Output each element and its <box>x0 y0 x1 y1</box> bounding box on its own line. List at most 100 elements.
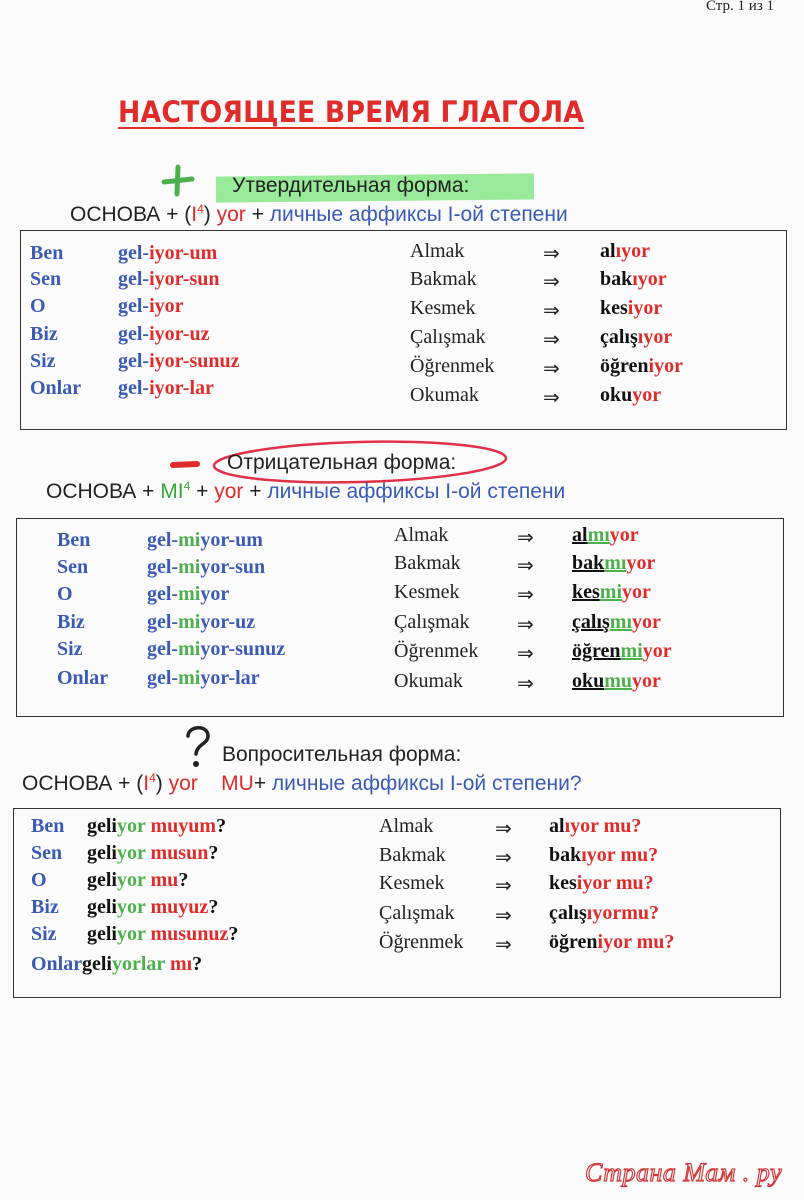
result-verb: öğreniyor mu? <box>549 931 674 954</box>
question-verb: geliyor muyuz? <box>87 896 218 919</box>
infinitive: Kesmek <box>394 581 460 603</box>
result-stem: kes <box>600 297 628 319</box>
minus-sign-icon <box>170 458 200 470</box>
result-verb: alıyor <box>600 240 650 263</box>
result-verb: almıyor <box>572 524 639 547</box>
affirmative-heading: Утвердительная форма: <box>232 174 470 197</box>
negation-suffix: mi <box>178 638 201 660</box>
negation-suffix: mi <box>178 529 201 551</box>
verb-suffix: yor-sunuz <box>200 638 286 660</box>
question-verb: geliyor muyum? <box>87 815 226 838</box>
negative-formula: ОСНОВА + MI4 + yor + личные аффиксы I-ой… <box>46 479 566 503</box>
question-end: ? <box>208 842 219 864</box>
arrow-icon: ⇒ <box>543 327 560 351</box>
negation-suffix: mi <box>178 583 201 605</box>
result-verb: bakıyor mu? <box>549 844 658 867</box>
negation-suffix: mi <box>599 581 623 603</box>
result-suffix: ıyor <box>632 268 667 290</box>
result-verb: çalışıyor <box>600 326 672 349</box>
question-end: ? <box>228 923 239 945</box>
verb-suffix: yorlar <box>112 953 165 975</box>
arrow-icon: ⇒ <box>495 903 512 927</box>
verb-suffix: yor-uz <box>200 611 256 633</box>
negative-heading: Отрицательная форма: <box>227 451 457 474</box>
verb-suffix: yor <box>117 896 146 918</box>
result-suffix: iyor <box>627 297 663 319</box>
result-verb: kesmiyor <box>572 581 651 604</box>
conjugated-verb: gel-miyor-uz <box>147 611 255 634</box>
verb-stem: gel- <box>147 529 179 551</box>
verb-suffix: iyor-lar <box>149 377 214 399</box>
infinitive: Çalışmak <box>379 902 455 924</box>
infinitive: Öğrenmek <box>394 640 479 662</box>
result-stem: çalış <box>549 902 587 924</box>
question-verb: geliyor mu? <box>87 869 188 892</box>
arrow-icon: ⇒ <box>495 932 512 956</box>
verb-suffix: iyor-um <box>149 242 218 264</box>
pronoun: O <box>30 295 46 317</box>
pronoun: Onlar <box>57 667 109 689</box>
question-mark-icon <box>180 722 214 770</box>
negation-suffix: mu <box>604 670 633 692</box>
result-stem: öğren <box>600 355 649 377</box>
result-verb: öğreniyor <box>600 355 683 378</box>
pronoun: Biz <box>30 323 58 345</box>
verb-stem: geli <box>87 815 117 837</box>
verb-stem: geli <box>82 953 112 975</box>
question-particle: musunuz <box>145 923 229 945</box>
heading-circle <box>210 438 510 486</box>
result-suffix: ıyor mu? <box>581 844 659 866</box>
result-suffix: yor <box>609 524 639 546</box>
pronoun: Siz <box>30 350 56 372</box>
result-verb: okuyor <box>600 384 661 407</box>
result-verb: öğrenmiyor <box>572 640 672 663</box>
infinitive: Çalışmak <box>410 326 486 348</box>
question-particle: muyuz <box>145 896 209 918</box>
verb-suffix: yor-lar <box>200 667 260 689</box>
negative-table <box>16 518 784 717</box>
result-stem: al <box>600 240 616 262</box>
infinitive: Almak <box>394 524 449 546</box>
verb-stem: gel- <box>118 295 150 317</box>
page-number: Стр. 1 из 1 <box>706 0 774 14</box>
result-stem: kes <box>549 872 577 894</box>
pronoun: O <box>57 583 73 605</box>
verb-stem: gel- <box>147 556 179 578</box>
question-particle: mu <box>145 869 179 891</box>
pronoun: Onlar <box>31 953 83 975</box>
infinitive: Okumak <box>410 384 479 406</box>
infinitive: Kesmek <box>410 297 476 319</box>
infinitive: Öğrenmek <box>379 931 464 953</box>
pronoun: Ben <box>30 242 64 264</box>
pronoun: Siz <box>31 923 57 945</box>
pronoun: Sen <box>57 556 89 578</box>
result-verb: alıyor mu? <box>549 815 641 838</box>
infinitive: Kesmek <box>379 872 445 894</box>
arrow-icon: ⇒ <box>517 525 534 549</box>
verb-stem: gel- <box>147 638 179 660</box>
affirmative-table <box>20 230 787 430</box>
arrow-icon: ⇒ <box>543 298 560 322</box>
arrow-icon: ⇒ <box>495 816 512 840</box>
verb-stem: geli <box>87 896 117 918</box>
verb-suffix: yor <box>117 842 146 864</box>
verb-suffix: iyor-sunuz <box>149 350 240 372</box>
arrow-icon: ⇒ <box>543 356 560 380</box>
negation-suffix: mı <box>604 552 627 574</box>
verb-stem: gel- <box>147 583 179 605</box>
question-verb: geliyor musun? <box>87 842 218 865</box>
result-stem: öğren <box>572 640 621 662</box>
conjugated-verb: gel-miyor-sunuz <box>147 638 285 661</box>
conjugated-verb: gel-iyor-um <box>118 242 217 265</box>
question-particle: mı <box>164 953 193 975</box>
site-watermark: Страна Мам . ру <box>584 1157 782 1187</box>
infinitive: Bakmak <box>379 844 446 866</box>
result-stem: kes <box>572 581 600 603</box>
verb-stem: gel- <box>118 350 150 372</box>
result-verb: bakıyor <box>600 268 667 291</box>
verb-suffix: yor-sun <box>200 556 266 578</box>
infinitive: Almak <box>379 815 434 837</box>
question-particle: muyum <box>145 815 217 837</box>
arrow-icon: ⇒ <box>543 385 560 409</box>
arrow-icon: ⇒ <box>495 873 512 897</box>
